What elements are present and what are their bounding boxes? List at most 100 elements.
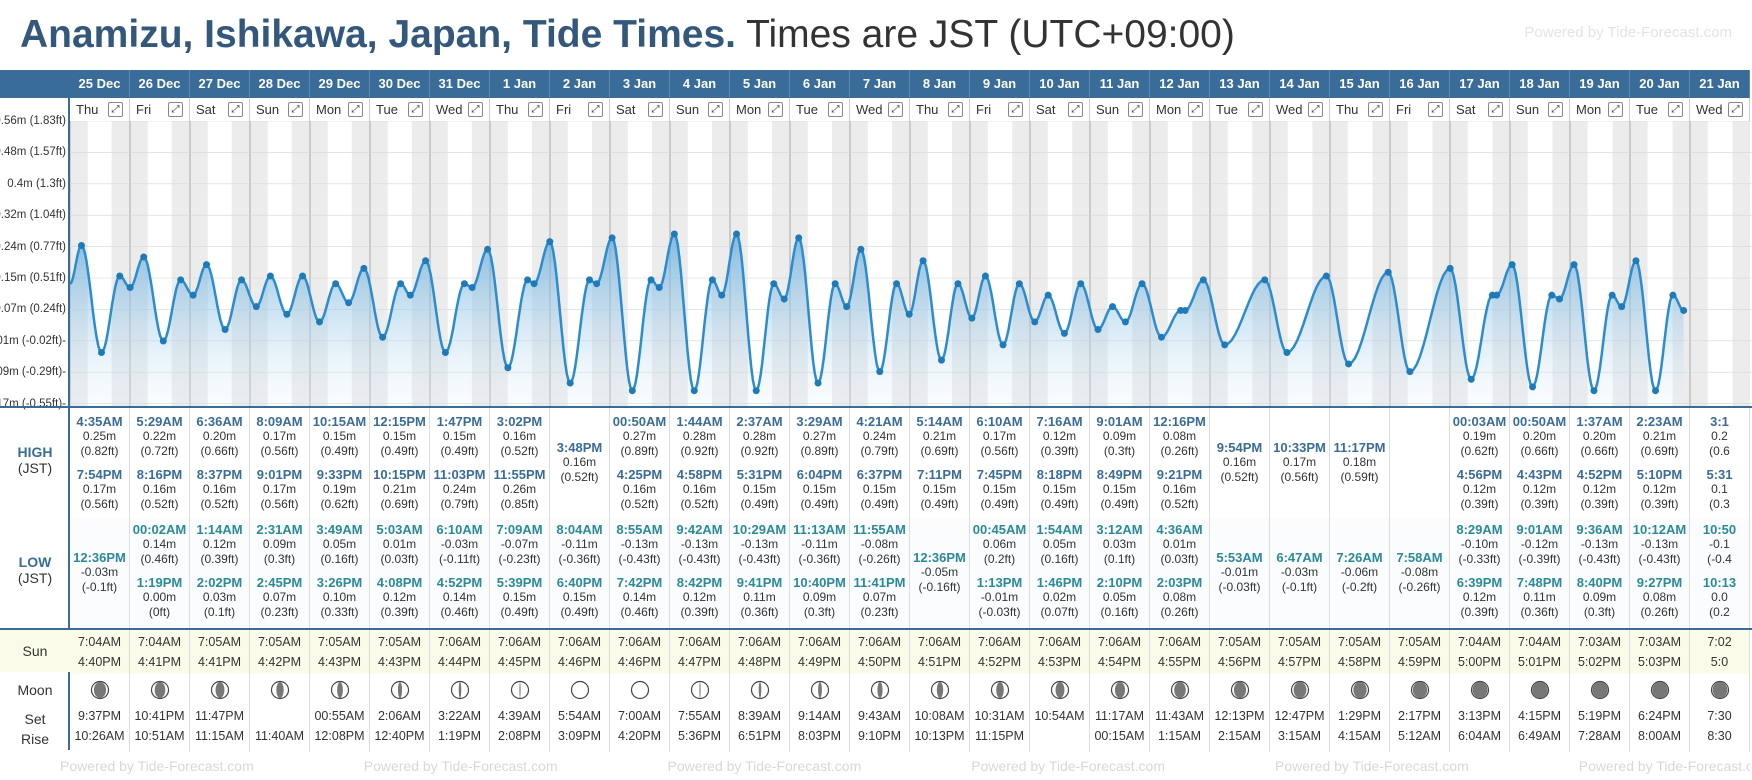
tide-extreme-point[interactable] xyxy=(1384,268,1392,276)
tide-extreme-point[interactable] xyxy=(586,276,593,284)
expand-icon[interactable]: ⤢ xyxy=(348,102,363,117)
tide-extreme-point[interactable] xyxy=(77,241,85,249)
tide-extreme-point[interactable] xyxy=(1508,261,1516,269)
tide-extreme-point[interactable] xyxy=(981,272,989,280)
tide-extreme-point[interactable] xyxy=(893,280,901,288)
tide-extreme-point[interactable] xyxy=(1618,303,1626,311)
expand-icon[interactable]: ⤢ xyxy=(528,102,543,117)
tide-extreme-point[interactable] xyxy=(1060,329,1068,337)
tide-extreme-point[interactable] xyxy=(1652,387,1659,395)
tide-extreme-point[interactable] xyxy=(831,280,839,288)
tide-extreme-point[interactable] xyxy=(1680,306,1688,314)
tide-extreme-point[interactable] xyxy=(98,348,105,356)
tide-extreme-point[interactable] xyxy=(795,234,803,242)
tide-extreme-point[interactable] xyxy=(221,326,229,334)
tide-extreme-point[interactable] xyxy=(1199,276,1207,284)
tide-extreme-point[interactable] xyxy=(504,364,512,372)
tide-extreme-point[interactable] xyxy=(189,291,197,299)
expand-icon[interactable]: ⤢ xyxy=(1128,102,1143,117)
tide-extreme-point[interactable] xyxy=(283,310,291,318)
tide-extreme-point[interactable] xyxy=(1406,368,1414,376)
tide-extreme-point[interactable] xyxy=(1570,261,1578,269)
tide-extreme-point[interactable] xyxy=(857,245,865,253)
tide-extreme-point[interactable] xyxy=(968,314,976,322)
tide-extreme-point[interactable] xyxy=(1015,280,1023,288)
tide-extreme-point[interactable] xyxy=(1608,291,1616,299)
tide-extreme-point[interactable] xyxy=(397,280,405,288)
tide-extreme-point[interactable] xyxy=(1044,291,1052,299)
tide-extreme-point[interactable] xyxy=(1031,318,1039,326)
tide-extreme-point[interactable] xyxy=(593,280,601,288)
tide-extreme-point[interactable] xyxy=(919,257,927,265)
tide-extreme-point[interactable] xyxy=(379,333,387,341)
tide-extreme-point[interactable] xyxy=(1261,276,1269,284)
powered-by-top[interactable]: Powered by Tide-Forecast.com xyxy=(1524,24,1732,41)
tide-extreme-point[interactable] xyxy=(360,264,368,272)
tide-extreme-point[interactable] xyxy=(177,276,185,284)
expand-icon[interactable]: ⤢ xyxy=(228,102,243,117)
tide-extreme-point[interactable] xyxy=(1467,375,1475,383)
expand-icon[interactable]: ⤢ xyxy=(1488,102,1503,117)
tide-extreme-point[interactable] xyxy=(1590,387,1598,395)
expand-icon[interactable]: ⤢ xyxy=(948,102,963,117)
tide-extreme-point[interactable] xyxy=(708,276,716,284)
tide-extreme-point[interactable] xyxy=(999,341,1007,349)
tide-extreme-point[interactable] xyxy=(1345,360,1353,368)
tide-extreme-point[interactable] xyxy=(140,253,148,261)
tide-extreme-point[interactable] xyxy=(1322,272,1330,280)
expand-icon[interactable]: ⤢ xyxy=(648,102,663,117)
tide-extreme-point[interactable] xyxy=(422,257,430,265)
tide-extreme-point[interactable] xyxy=(332,280,340,288)
expand-icon[interactable]: ⤢ xyxy=(708,102,723,117)
tide-extreme-point[interactable] xyxy=(524,276,532,284)
tide-extreme-point[interactable] xyxy=(546,238,554,246)
expand-icon[interactable]: ⤢ xyxy=(588,102,603,117)
tide-extreme-point[interactable] xyxy=(938,356,945,364)
tide-extreme-point[interactable] xyxy=(345,299,353,307)
tide-extreme-point[interactable] xyxy=(266,272,274,280)
expand-icon[interactable]: ⤢ xyxy=(768,102,783,117)
expand-icon[interactable]: ⤢ xyxy=(1248,102,1263,117)
expand-icon[interactable]: ⤢ xyxy=(108,102,123,117)
tide-extreme-point[interactable] xyxy=(1221,341,1229,349)
expand-icon[interactable]: ⤢ xyxy=(1668,102,1683,117)
tide-extreme-point[interactable] xyxy=(1158,333,1165,341)
tide-extreme-point[interactable] xyxy=(460,280,468,288)
tide-extreme-point[interactable] xyxy=(530,280,538,288)
tide-extreme-point[interactable] xyxy=(905,310,913,318)
expand-icon[interactable]: ⤢ xyxy=(888,102,903,117)
tide-extreme-point[interactable] xyxy=(876,368,884,376)
tide-extreme-point[interactable] xyxy=(299,272,307,280)
tide-extreme-point[interactable] xyxy=(484,245,492,253)
tide-extreme-point[interactable] xyxy=(116,272,124,280)
expand-icon[interactable]: ⤢ xyxy=(828,102,843,117)
expand-icon[interactable]: ⤢ xyxy=(1608,102,1623,117)
tide-extreme-point[interactable] xyxy=(752,387,760,395)
tide-extreme-point[interactable] xyxy=(628,387,636,395)
tide-extreme-point[interactable] xyxy=(316,318,324,326)
tide-extreme-point[interactable] xyxy=(655,284,663,292)
tide-extreme-point[interactable] xyxy=(1121,318,1129,326)
tide-extreme-point[interactable] xyxy=(1283,348,1291,356)
tide-extreme-point[interactable] xyxy=(1109,303,1117,311)
tide-extreme-point[interactable] xyxy=(1529,383,1537,391)
tide-extreme-point[interactable] xyxy=(1669,291,1677,299)
expand-icon[interactable]: ⤢ xyxy=(408,102,423,117)
tide-extreme-point[interactable] xyxy=(468,284,476,292)
expand-icon[interactable]: ⤢ xyxy=(1428,102,1443,117)
tide-extreme-point[interactable] xyxy=(238,276,246,284)
tide-extreme-point[interactable] xyxy=(1077,280,1085,288)
expand-icon[interactable]: ⤢ xyxy=(1008,102,1023,117)
tide-extreme-point[interactable] xyxy=(1181,306,1189,314)
tide-extreme-point[interactable] xyxy=(126,284,134,292)
tide-extreme-point[interactable] xyxy=(814,379,822,387)
tide-extreme-point[interactable] xyxy=(252,303,260,311)
tide-extreme-point[interactable] xyxy=(718,291,726,299)
tide-extreme-point[interactable] xyxy=(843,303,851,311)
tide-extreme-point[interactable] xyxy=(670,230,678,238)
tide-extreme-point[interactable] xyxy=(406,291,414,299)
tide-extreme-point[interactable] xyxy=(690,387,698,395)
expand-icon[interactable]: ⤢ xyxy=(468,102,483,117)
tide-extreme-point[interactable] xyxy=(733,230,741,238)
tide-extreme-point[interactable] xyxy=(1138,280,1146,288)
